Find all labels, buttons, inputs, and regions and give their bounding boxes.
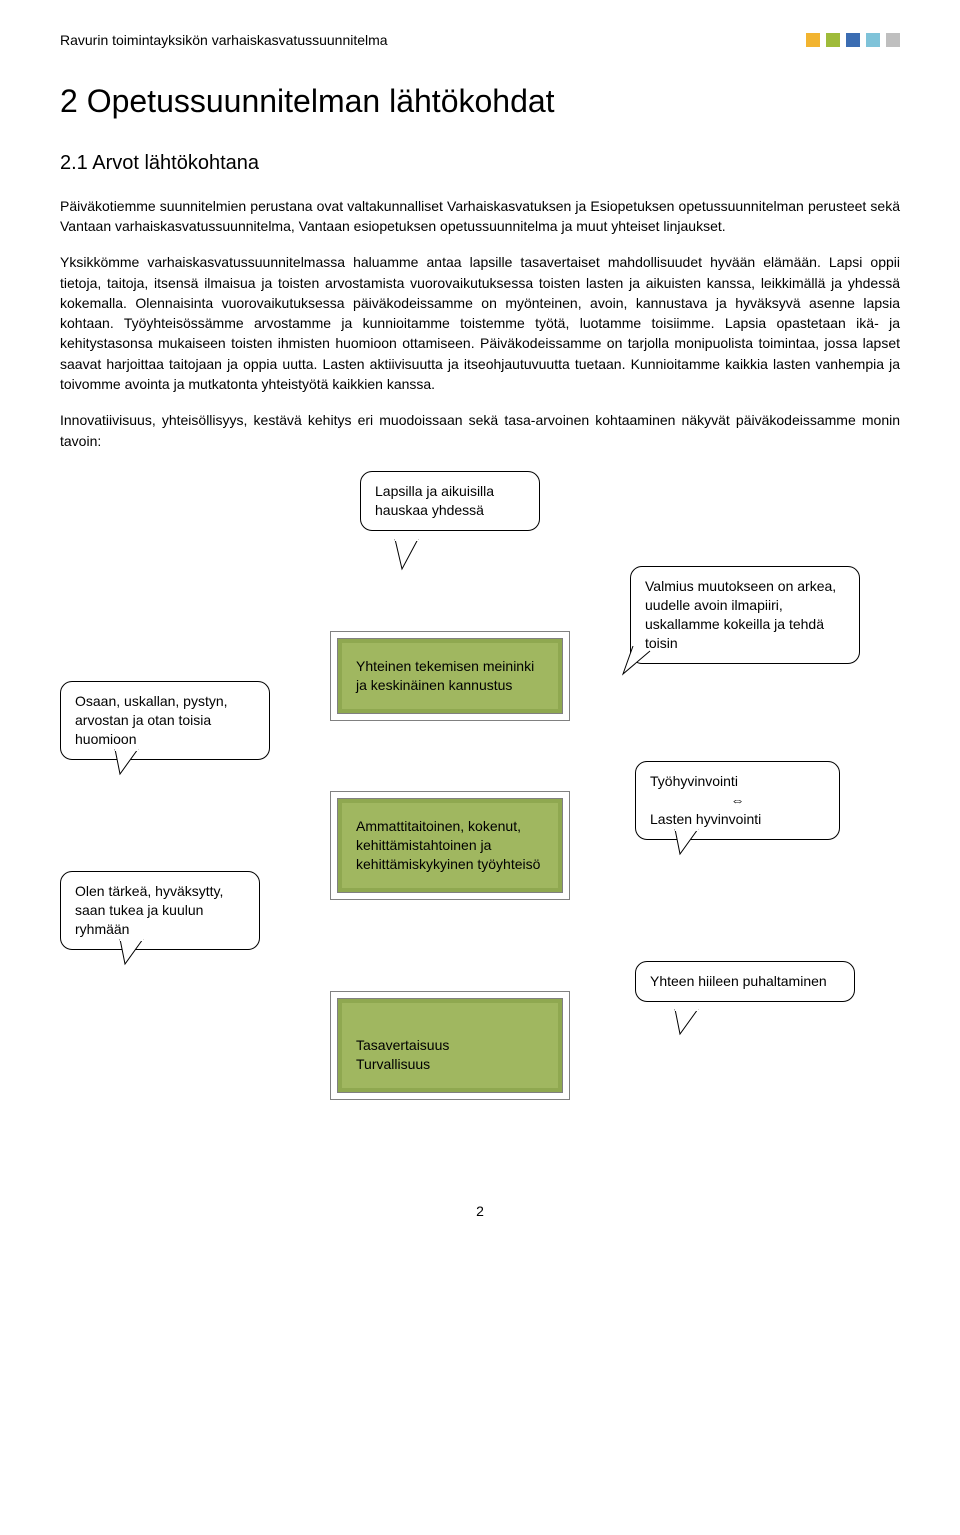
tail-right-1 <box>615 646 655 681</box>
square-2 <box>826 33 840 47</box>
heading-2: 2.1 Arvot lähtökohtana <box>60 149 900 178</box>
callout-right-3: Yhteen hiileen puhaltaminen <box>635 961 855 1002</box>
callout-right-1-text: Valmius muutokseen on arkea, uudelle avo… <box>645 578 836 651</box>
callout-top-text: Lapsilla ja aikuisilla hauskaa yhdessä <box>375 483 494 518</box>
callout-left-2-text: Olen tärkeä, hyväksytty, saan tukea ja k… <box>75 883 223 937</box>
page-number: 2 <box>60 1201 900 1221</box>
callout-right-1: Valmius muutokseen on arkea, uudelle avo… <box>630 566 860 664</box>
tail-left-1 <box>110 749 150 779</box>
color-squares <box>806 33 900 47</box>
callout-top: Lapsilla ja aikuisilla hauskaa yhdessä <box>360 471 540 531</box>
tail-right-3 <box>670 1009 710 1039</box>
heading-1: 2 Opetussuunnitelman lähtökohdat <box>60 78 900 124</box>
green-box-2-text: Ammattitaitoinen, kokenut, kehittämistah… <box>356 818 540 872</box>
green-box-3-text: Tasavertaisuus Turvallisuus <box>356 1037 449 1072</box>
tail-top <box>390 539 430 579</box>
square-5 <box>886 33 900 47</box>
doc-title: Ravurin toimintayksikön varhaiskasvatuss… <box>60 30 388 50</box>
green-box-2: Ammattitaitoinen, kokenut, kehittämistah… <box>330 791 570 900</box>
green-box-2-core: Ammattitaitoinen, kokenut, kehittämistah… <box>342 803 558 888</box>
square-1 <box>806 33 820 47</box>
callout-right-2: Työhyvinvointi ⇔ Lasten hyvinvointi <box>635 761 840 840</box>
diagram-area: Lapsilla ja aikuisilla hauskaa yhdessä O… <box>60 471 900 1171</box>
paragraph-3: Innovatiivisuus, yhteisöllisyys, kestävä… <box>60 410 900 451</box>
tail-right-2 <box>670 829 710 859</box>
callout-right-2-line1: Työhyvinvointi <box>650 772 825 791</box>
green-box-1: Yhteinen tekemisen meininki ja keskinäin… <box>330 631 570 721</box>
green-box-1-core: Yhteinen tekemisen meininki ja keskinäin… <box>342 643 558 709</box>
paragraph-1: Päiväkotiemme suunnitelmien perustana ov… <box>60 196 900 237</box>
square-4 <box>866 33 880 47</box>
page-header: Ravurin toimintayksikön varhaiskasvatuss… <box>60 30 900 50</box>
callout-right-2-line2: Lasten hyvinvointi <box>650 810 825 829</box>
paragraph-2: Yksikkömme varhaiskasvatussuunnitelmassa… <box>60 252 900 394</box>
arrow-icon: ⇔ <box>650 791 825 810</box>
green-box-3: Tasavertaisuus Turvallisuus <box>330 991 570 1100</box>
green-box-3-core: Tasavertaisuus Turvallisuus <box>342 1003 558 1088</box>
square-3 <box>846 33 860 47</box>
tail-left-2 <box>115 939 155 969</box>
green-box-1-text: Yhteinen tekemisen meininki ja keskinäin… <box>356 658 534 693</box>
callout-left-1: Osaan, uskallan, pystyn, arvostan ja ota… <box>60 681 270 760</box>
callout-right-3-text: Yhteen hiileen puhaltaminen <box>650 973 827 989</box>
callout-left-1-text: Osaan, uskallan, pystyn, arvostan ja ota… <box>75 693 228 747</box>
callout-left-2: Olen tärkeä, hyväksytty, saan tukea ja k… <box>60 871 260 950</box>
